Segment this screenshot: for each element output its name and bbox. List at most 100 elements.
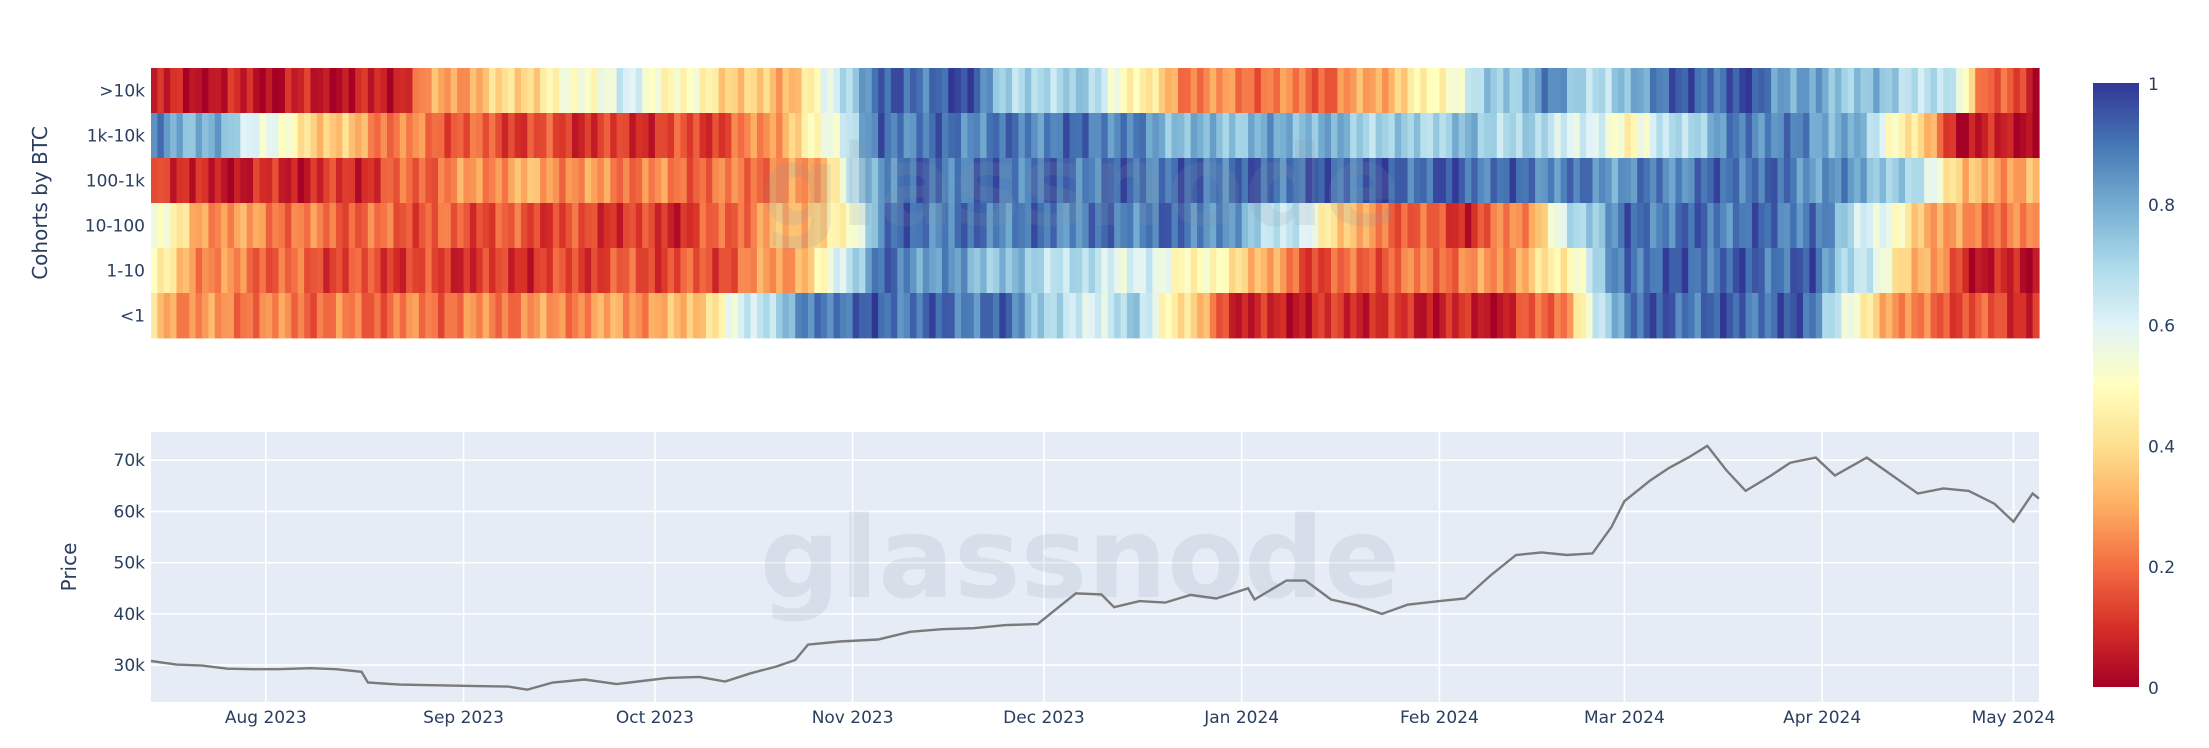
heatmap-cell [559,68,567,114]
heatmap-cell [2007,293,2015,339]
heatmap-cell [425,113,433,159]
heatmap-cell [718,293,726,339]
heatmap-cell [1956,113,1964,159]
heatmap-cell [259,68,267,114]
heatmap-cell [469,293,477,339]
heatmap-cell [1433,158,1441,204]
heatmap-cell [1943,68,1951,114]
heatmap-cell [603,203,611,249]
heatmap-cell [1458,68,1466,114]
heatmap-cell [693,68,701,114]
heatmap-cell [1707,248,1715,294]
heatmap-cell [744,113,752,159]
heatmap-cell [457,293,465,339]
heatmap-cell [782,203,790,249]
heatmap-cell [941,203,949,249]
heatmap-cell [1911,203,1919,249]
heatmap-cell [610,203,618,249]
heatmap-cell [788,113,796,159]
heatmap-cell [240,203,248,249]
heatmap-cell [820,158,828,204]
heatmap-cell [227,158,235,204]
heatmap-cell [1930,68,1938,114]
heatmap-cell [1624,293,1632,339]
heatmap-cell [922,158,930,204]
heatmap-cell [897,68,905,114]
heatmap-cell [686,113,694,159]
heatmap-cell [1522,158,1530,204]
heatmap-cell [1879,158,1887,204]
heatmap-cell [284,158,292,204]
heatmap-cell [782,293,790,339]
heatmap-cell [1241,158,1249,204]
heatmap-cell [1528,68,1536,114]
heatmap-cell [514,68,522,114]
heatmap-cell [1082,68,1090,114]
heatmap-cell [163,203,171,249]
heatmap-cell [1637,293,1645,339]
heatmap-cell [552,248,560,294]
heatmap-cell [1879,113,1887,159]
heatmap-cell [1822,158,1830,204]
heatmap-cell [1228,158,1236,204]
heatmap-cell [807,68,815,114]
heatmap-cell [1177,158,1185,204]
heatmap-cell [1177,113,1185,159]
heatmap-cell [961,68,969,114]
heatmap-cell [922,68,930,114]
heatmap-cell [1911,113,1919,159]
heatmap-cell [335,293,343,339]
heatmap-cell [1892,113,1900,159]
heatmap-cell [1905,293,1913,339]
heatmap-cell [246,113,254,159]
heatmap-cell [1254,248,1262,294]
heatmap-cell [1905,68,1913,114]
heatmap-cell [514,248,522,294]
heatmap-cell [1248,203,1256,249]
heatmap-cell [291,248,299,294]
heatmap-cell [431,113,439,159]
heatmap-cell [1528,248,1536,294]
heatmap-cell [1968,68,1976,114]
heatmap-cell [457,113,465,159]
heatmap-cell [1043,113,1051,159]
heatmap-cell [1771,293,1779,339]
heatmap-cell [1662,293,1670,339]
heatmap-cell [718,248,726,294]
heatmap-cell [801,158,809,204]
heatmap-cell [1107,248,1115,294]
heatmap-cell [1375,203,1383,249]
heatmap-cell [348,203,356,249]
heatmap-cell [1382,68,1390,114]
heatmap-cell [151,158,158,204]
heatmap-cell [992,203,1000,249]
heatmap-cell [1739,113,1747,159]
heatmap-cell [1847,68,1855,114]
heatmap-cell [1464,68,1472,114]
heatmap-cell [788,203,796,249]
heatmap-cell [2026,68,2034,114]
heatmap-cell [1892,293,1900,339]
heatmap-cell [1477,113,1485,159]
heatmap-cell [450,248,458,294]
heatmap-cell [335,113,343,159]
heatmap-cell [1056,158,1064,204]
heatmap-cell [380,203,388,249]
heatmap-cell [342,113,350,159]
heatmap-cell [2000,293,2008,339]
heatmap-cell [833,203,841,249]
heatmap-cell [469,203,477,249]
heatmap-cell [482,68,490,114]
heatmap-cell [1822,248,1830,294]
heatmap-cell [495,293,503,339]
heatmap-cell [1407,113,1415,159]
heatmap-cell [897,158,905,204]
heatmap-cell [1012,203,1020,249]
heatmap-cell [807,203,815,249]
heatmap-cell [1515,113,1523,159]
heatmap-cell [284,113,292,159]
heatmap-cell [1815,248,1823,294]
heatmap-cell [865,113,873,159]
heatmap-cell [1075,113,1083,159]
heatmap-cell [1241,68,1249,114]
